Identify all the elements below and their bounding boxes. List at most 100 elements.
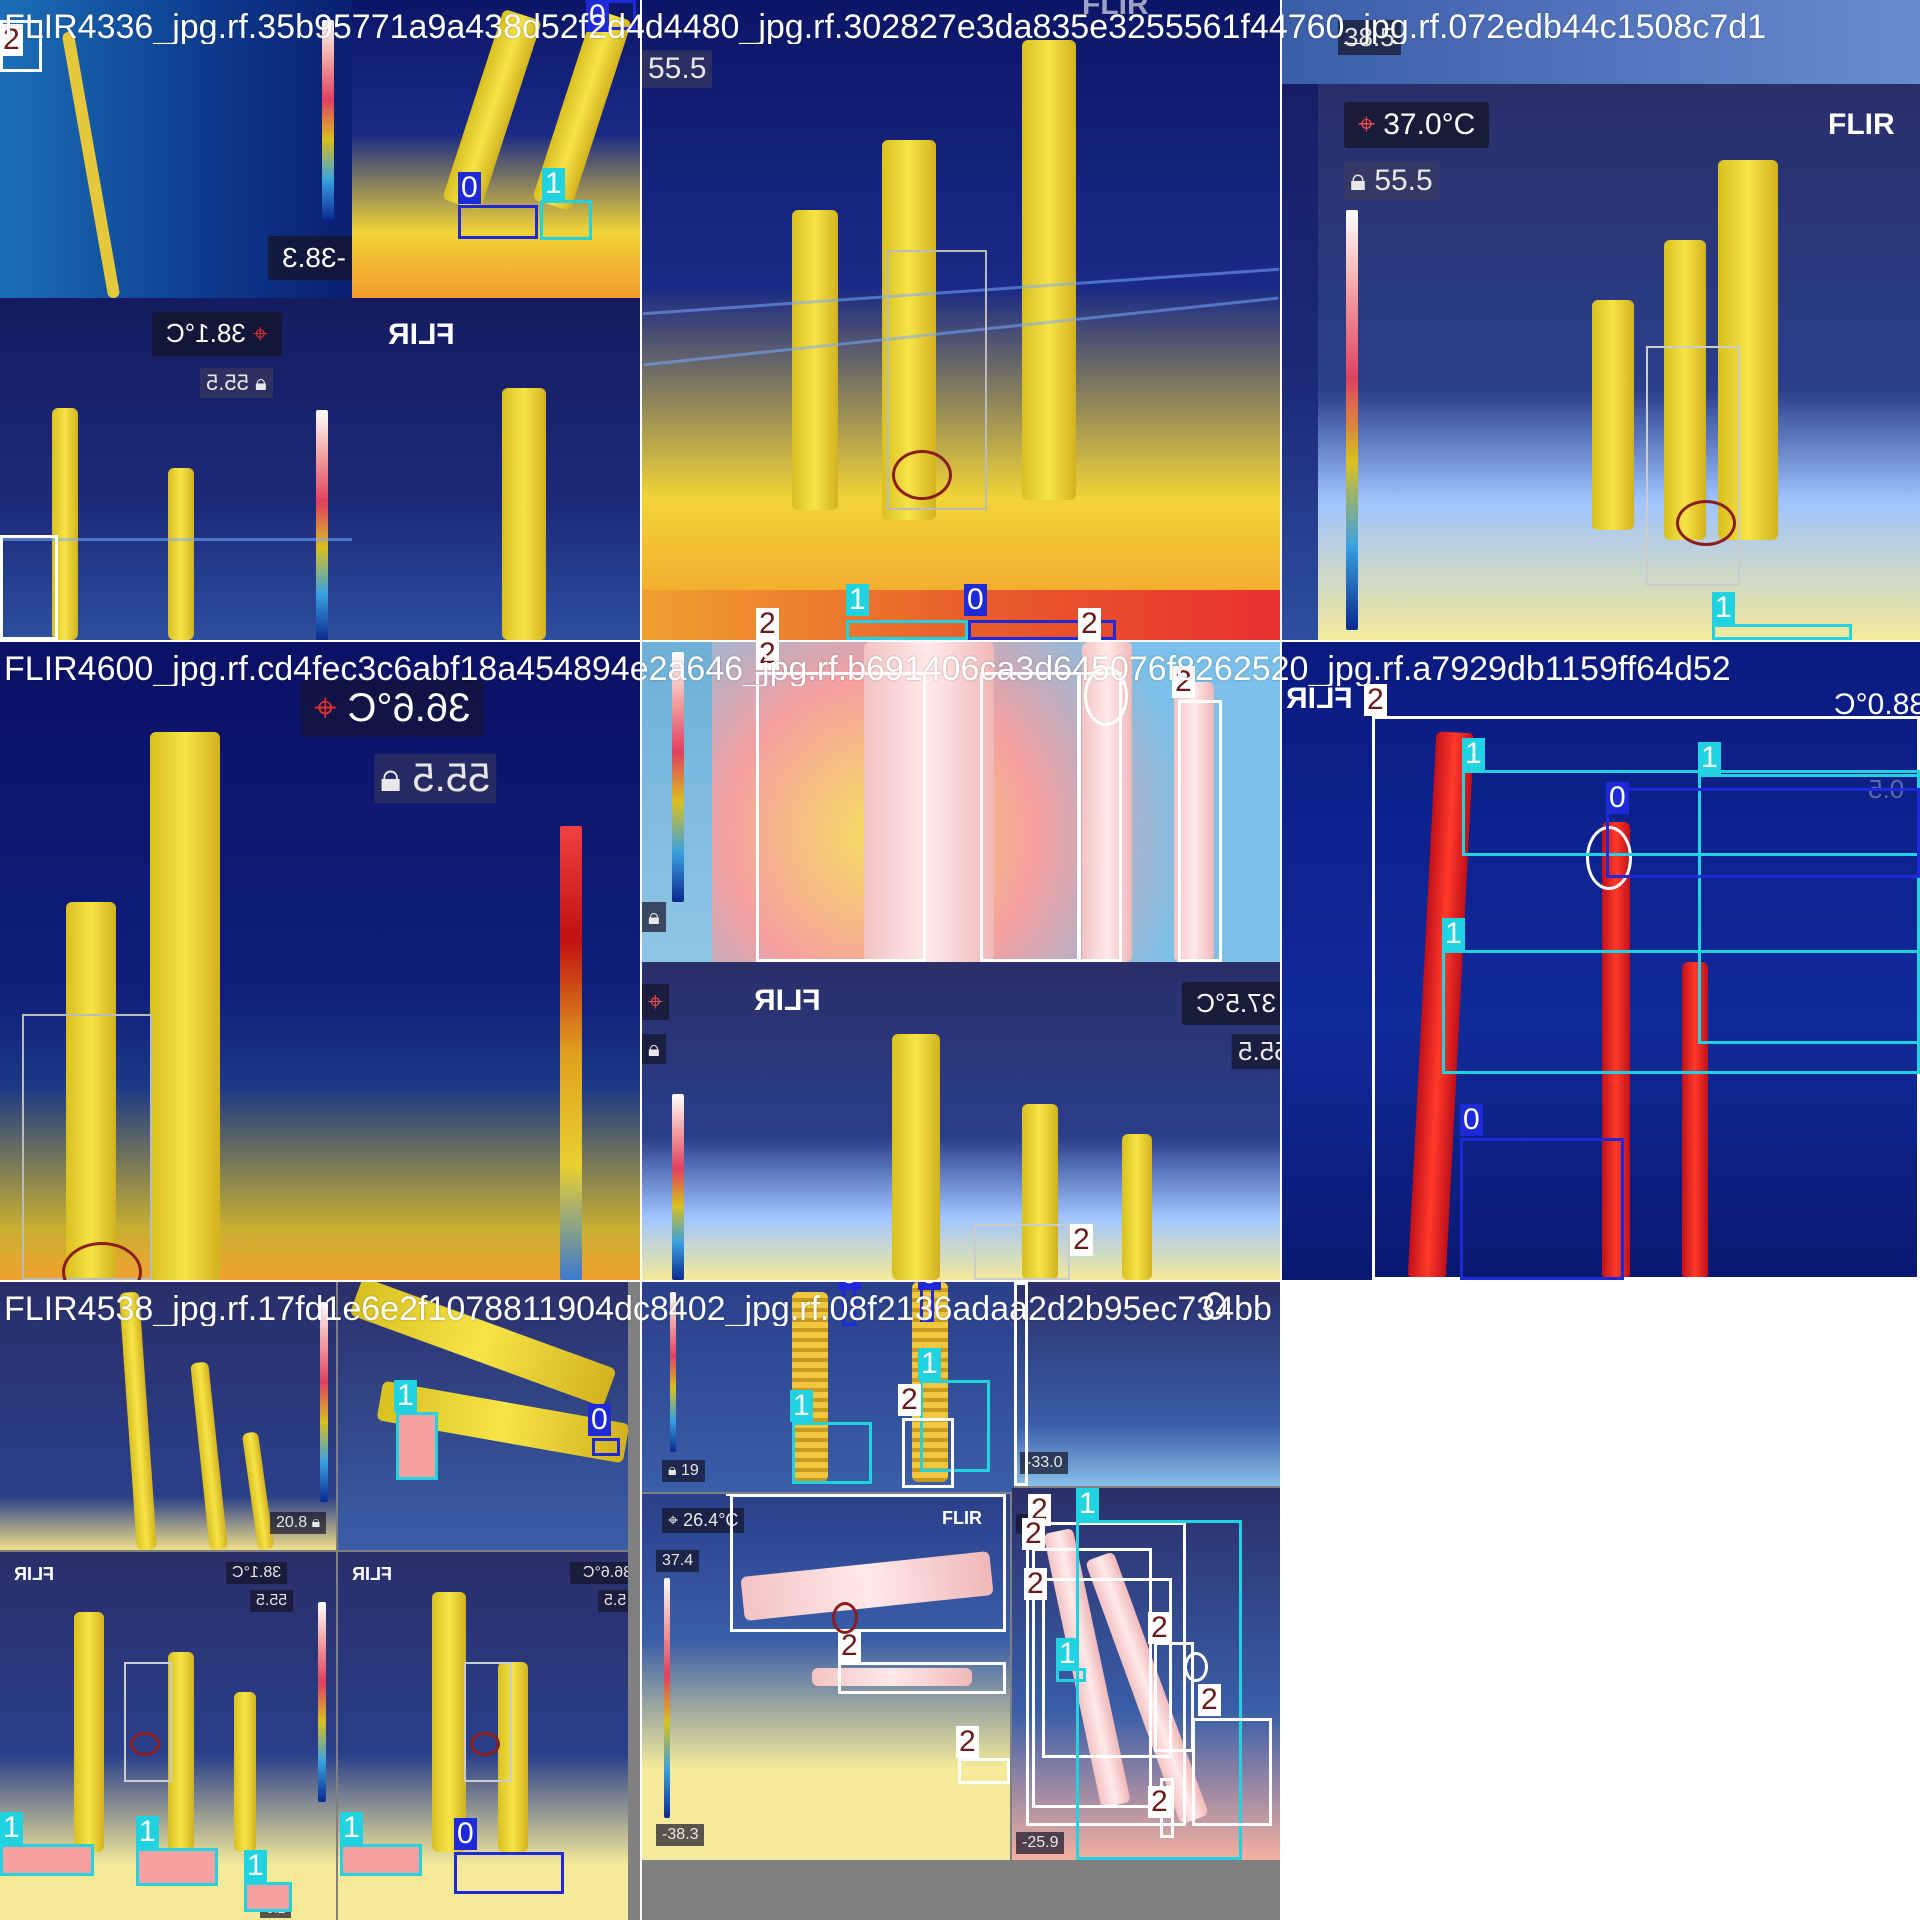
lock-icon: 🔒︎ — [668, 1462, 677, 1479]
pole — [61, 31, 121, 298]
tile-1-sub-a: -38.3 — [0, 0, 352, 298]
bbox-class-0 — [1460, 1138, 1624, 1280]
emissivity-value: 55.5 — [412, 756, 491, 800]
lock-icon: 🔒︎ — [311, 1514, 321, 1531]
temperature-value: 36.6°C — [347, 686, 471, 730]
insulator — [792, 1292, 828, 1482]
mosaic-divider — [640, 0, 642, 1920]
tile-7: 20.8 🔒︎ 1 0 FLIR 38.1°C 55.5 0.2 1 1 1 F… — [0, 1282, 640, 1920]
bbox-class-1 — [540, 200, 592, 240]
bbox-class-1 — [396, 1412, 438, 1480]
bbox-class-2 — [756, 672, 926, 962]
bbox-label-class-2: 2 — [1148, 1612, 1171, 1644]
bbox-label-class-2: 2 — [1070, 1224, 1093, 1256]
bbox-class-1 — [1056, 1668, 1086, 1682]
tile-5: 2 🔒︎ ⌖ 🔒︎ FLIR 37.5°C 55.5 2 2 — [642, 642, 1280, 1280]
bbox-label-class-1: 1 — [1712, 592, 1735, 624]
insulator-pole — [864, 642, 994, 962]
bbox-class-1 — [920, 1380, 990, 1472]
tile-7-sub-a: 20.8 🔒︎ — [0, 1282, 336, 1550]
bbox-label-class-0: 0 — [918, 1282, 941, 1290]
bbox-class-2 — [1042, 1578, 1172, 1758]
bbox-class-1 — [1698, 774, 1920, 1044]
flir-logo: FLIR — [1082, 0, 1149, 21]
scale-max-value: 37.4 — [656, 1550, 700, 1572]
insulator-pole — [150, 732, 220, 1280]
bbox-label-class-1: 1 — [394, 1380, 417, 1412]
tile-8: 🔒︎ 19 1 1 0 0 2 -33.0 ⌖ 26.4°C 37.4 FLIR… — [642, 1282, 1280, 1920]
bbox-label-class-0: 0 — [1606, 782, 1629, 814]
emissivity-readout: 55.5 — [250, 1590, 294, 1612]
bbox-label-class-2: 2 — [1022, 1518, 1045, 1550]
tile-7-sub-b: 1 0 — [338, 1282, 628, 1550]
lock-icon: 🔒︎ — [642, 1034, 666, 1064]
tile-caption-row-1: FLIR4336_jpg.rf.35b95771a9a438d52f2d4d44… — [4, 10, 1767, 44]
insulator-pole — [168, 1652, 194, 1852]
bbox-label-class-0: 0 — [1460, 1104, 1483, 1136]
emissivity-readout: 55.5 — [1232, 1034, 1280, 1069]
bbox-class-2 — [902, 1418, 954, 1488]
mosaic-divider — [0, 640, 1920, 642]
tile-1: -38.3 38.1°C ⌖ 55.5 🔒︎ FLIR 0 1 0 2 — [0, 0, 640, 640]
lock-icon: 🔒︎ — [254, 370, 267, 395]
emissivity-readout: 55.5 — [642, 50, 713, 88]
bbox-label-class-2: 2 — [726, 1494, 749, 1496]
flir-logo: FLIR — [1828, 108, 1895, 141]
emissivity-value: 55.5 — [1374, 164, 1433, 197]
insulator-pole — [1022, 40, 1076, 500]
flir-logo: FLIR — [352, 1564, 392, 1584]
temperature-readout: 38.1°C — [226, 1562, 288, 1584]
crosshair-icon: ⌖ — [1358, 108, 1375, 141]
pole — [168, 468, 194, 640]
bbox-label-class-0: 0 — [586, 0, 609, 32]
bbox-label-class-2: 2 — [1364, 684, 1387, 716]
tile-8-sub-d: 19 -25.9 2 2 2 1 1 2 2 2 — [1012, 1488, 1280, 1860]
lock-icon: 🔒︎ — [642, 902, 666, 932]
bbox-label-class-0: 0 — [838, 1282, 861, 1290]
bbox-class-0 — [592, 1438, 620, 1456]
emissivity-value: 19 — [680, 1462, 699, 1479]
emissivity-readout: 20.8 🔒︎ — [270, 1512, 327, 1534]
bbox-label-class-2: 2 — [1148, 1786, 1171, 1818]
scale-min-value: -38.3 — [282, 242, 346, 273]
bbox-label-class-1: 1 — [918, 1348, 941, 1380]
emissivity-value: 55.5 — [206, 370, 249, 395]
temperature-scale-bar — [1346, 210, 1358, 630]
bbox-label-class-1: 1 — [244, 1850, 267, 1882]
temperature-readout: 38.1°C ⌖ — [152, 312, 282, 356]
flir-logo: FLIR — [754, 984, 821, 1017]
crosshair-icon — [470, 1732, 500, 1756]
bbox-label-class-2: 2 — [1078, 608, 1101, 640]
crosshair-icon — [892, 450, 952, 500]
tile-7-sub-c: FLIR 38.1°C 55.5 0.2 1 1 1 — [0, 1552, 336, 1920]
bbox-class-1 — [136, 1848, 218, 1886]
bbox-class-1 — [340, 1844, 422, 1876]
temperature-scale-bar — [664, 1578, 670, 1818]
top-value: 38.5 — [1338, 20, 1401, 55]
insulator-pole — [792, 210, 838, 510]
bbox-label-class-1: 1 — [340, 1812, 363, 1844]
temperature-scale-bar — [316, 410, 328, 640]
temperature-scale-bar — [322, 20, 334, 220]
bbox-class-1 — [0, 1844, 94, 1876]
emissivity-readout: 55.5 🔒︎ — [200, 368, 273, 398]
flir-logo: FLIR — [14, 1564, 54, 1584]
bbox-label-class-1: 1 — [542, 168, 565, 200]
bbox-class-2 — [730, 1494, 1006, 1632]
bbox-class-0 — [968, 620, 1116, 640]
bbox-class-1 — [1712, 624, 1852, 640]
emissivity-value: 20.8 — [276, 1514, 308, 1531]
insulator-pole — [432, 1592, 466, 1852]
flir-logo: FLIR — [942, 1508, 982, 1528]
bbox-label-class-1: 1 — [0, 1812, 23, 1844]
tile-caption-row-3: FLIR4538_jpg.rf.17fd1e6e2f1078811904dc84… — [4, 1292, 1272, 1326]
insulator-pole — [498, 1662, 528, 1852]
bbox-class-1 — [846, 620, 968, 640]
crosshair-icon — [1586, 826, 1632, 890]
scale-min-label: -38.3 — [268, 236, 352, 280]
bbox-class-2 — [1014, 1282, 1028, 1486]
temperature-scale-bar — [560, 826, 582, 1280]
insulator-pole — [1718, 160, 1778, 540]
tile-2: 55.5 1 0 2 2 FLIR — [642, 0, 1280, 640]
emissivity-readout: 5.5 — [598, 1590, 628, 1612]
